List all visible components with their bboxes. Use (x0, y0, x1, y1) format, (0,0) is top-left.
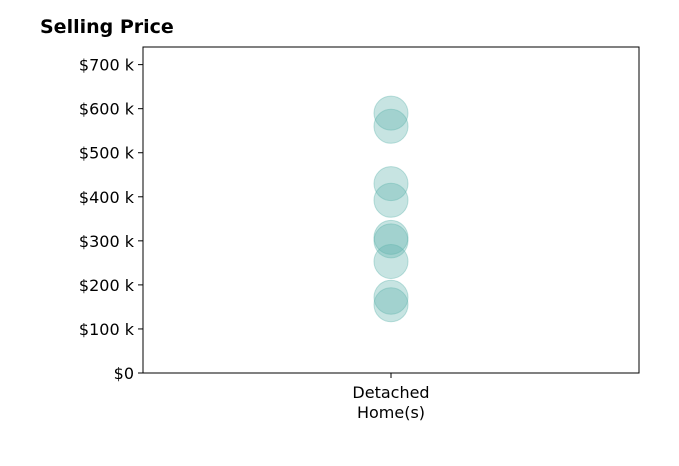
y-tick-label: $0 (114, 364, 134, 383)
data-point[interactable] (373, 244, 409, 280)
data-point[interactable] (373, 108, 409, 144)
chart-title: Selling Price (40, 16, 174, 38)
data-point[interactable] (373, 279, 409, 315)
data-points (373, 95, 409, 323)
data-point[interactable] (373, 166, 409, 202)
data-point[interactable] (373, 182, 409, 218)
y-tick-label: $700 k (79, 56, 135, 75)
x-tick-label: Detached Home(s) (352, 383, 429, 422)
data-point[interactable] (373, 95, 409, 131)
plot-frame (142, 46, 640, 374)
data-point[interactable] (373, 287, 409, 323)
y-tick-label: $500 k (79, 144, 135, 163)
y-axis: $0 $100 k $200 k $300 k $400 k $500 k $600 k $7… (79, 56, 143, 383)
y-tick-label: $200 k (79, 276, 135, 295)
y-tick-label: $100 k (79, 320, 135, 339)
data-point[interactable] (373, 223, 409, 259)
data-point[interactable] (373, 219, 409, 255)
y-tick-label: $400 k (79, 188, 135, 207)
x-axis: Detached Home(s) (352, 373, 430, 422)
y-tick-label: $300 k (79, 232, 135, 251)
y-tick-label: $600 k (79, 100, 135, 119)
